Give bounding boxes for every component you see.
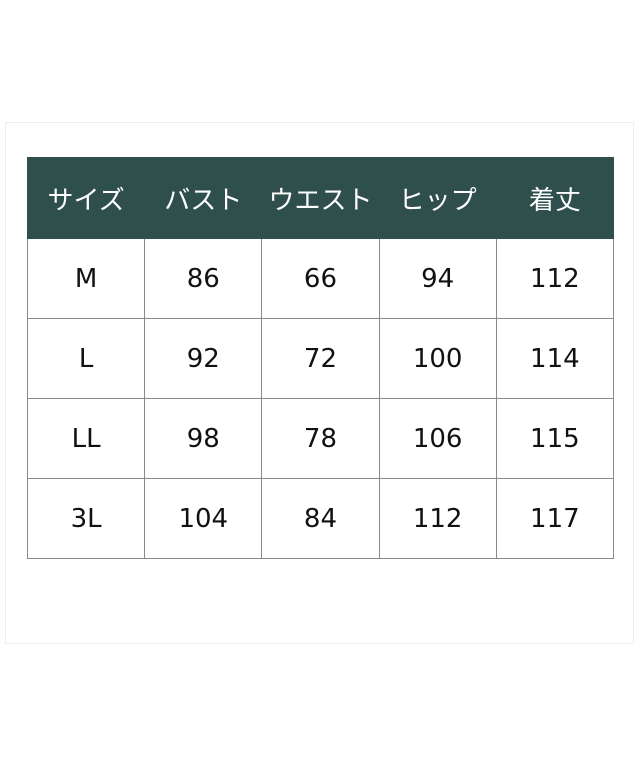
header-bust: バスト [144, 157, 263, 239]
cell-hip: 112 [378, 478, 497, 559]
header-row: サイズ バスト ウエスト ヒップ 着丈 [26, 157, 615, 239]
table-row: 3L 104 84 112 117 [26, 478, 615, 559]
cell-bust: 104 [144, 478, 263, 559]
cell-waist: 66 [261, 238, 380, 319]
size-chart-table: サイズ バスト ウエスト ヒップ 着丈 M 86 66 94 112 L 92 … [26, 157, 615, 559]
cell-size: LL [26, 398, 146, 479]
cell-hip: 100 [378, 318, 497, 399]
cell-waist: 72 [261, 318, 380, 399]
cell-hip: 106 [378, 398, 497, 479]
cell-hip: 94 [378, 238, 497, 319]
cell-length: 112 [495, 238, 615, 319]
cell-size: L [26, 318, 146, 399]
cell-length: 115 [495, 398, 615, 479]
cell-waist: 78 [261, 398, 380, 479]
cell-length: 117 [495, 478, 615, 559]
cell-length: 114 [495, 318, 615, 399]
table-row: M 86 66 94 112 [26, 238, 615, 319]
cell-size: M [26, 238, 146, 319]
header-waist: ウエスト [261, 157, 380, 239]
table-row: LL 98 78 106 115 [26, 398, 615, 479]
header-hip: ヒップ [378, 157, 497, 239]
header-length: 着丈 [495, 157, 615, 239]
cell-bust: 92 [144, 318, 263, 399]
header-size: サイズ [26, 157, 146, 239]
cell-bust: 86 [144, 238, 263, 319]
cell-bust: 98 [144, 398, 263, 479]
size-chart-frame [5, 122, 634, 644]
cell-waist: 84 [261, 478, 380, 559]
cell-size: 3L [26, 478, 146, 559]
table-row: L 92 72 100 114 [26, 318, 615, 399]
